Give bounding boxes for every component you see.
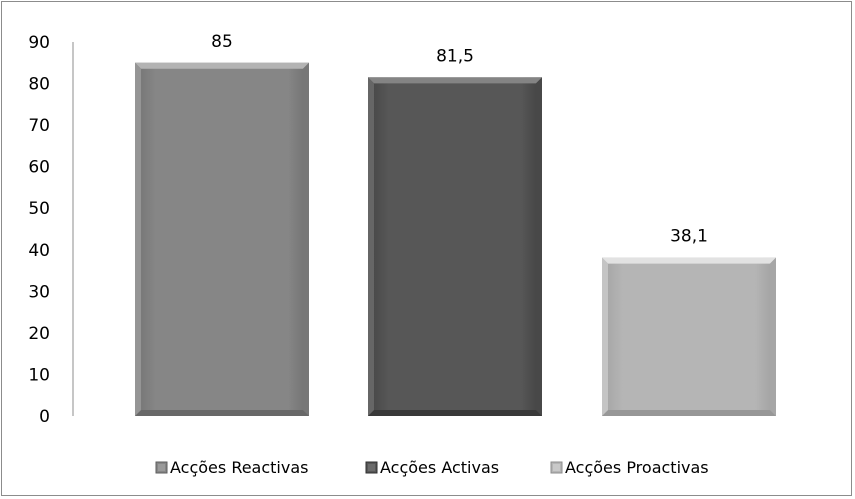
legend-label: Acções Reactivas	[170, 458, 308, 477]
bar-bevel-left	[135, 62, 141, 417]
legend: Acções Reactivas Acções Activas Acções Pro…	[155, 458, 709, 477]
bar-bevel-top	[368, 77, 542, 84]
bar-bevel-right	[536, 77, 542, 417]
data-labels: 85 81,5 38,1	[211, 32, 708, 247]
y-tick-label: 20	[28, 324, 50, 344]
y-tick-label: 80	[28, 75, 50, 95]
bar-bevel-bottom	[135, 410, 309, 416]
y-tick-label: 0	[39, 407, 50, 427]
legend-swatch-inner	[158, 464, 165, 471]
bar-2	[368, 77, 542, 417]
data-label: 81,5	[436, 46, 474, 66]
data-label: 38,1	[670, 227, 708, 247]
y-tick-label: 90	[28, 33, 50, 53]
bar-bevel-bottom	[602, 410, 776, 416]
bar-1	[135, 62, 309, 417]
y-axis-ticks: 0 10 20 30 40 50 60 70 80 90	[28, 33, 50, 427]
y-tick-label: 40	[28, 241, 50, 261]
bar-bevel-bottom	[368, 410, 542, 416]
bar-bevel-right	[770, 257, 776, 416]
legend-item: Acções Activas	[365, 458, 499, 477]
bar-bevel-left	[368, 77, 374, 417]
bar-body	[368, 77, 542, 417]
bar-body	[602, 257, 776, 416]
bars	[135, 62, 776, 417]
bar-bevel-top	[135, 62, 309, 69]
bar-body	[135, 62, 309, 417]
legend-swatch-inner	[368, 464, 375, 471]
y-tick-label: 10	[28, 365, 50, 385]
legend-item: Acções Reactivas	[155, 458, 308, 477]
bar-bevel-top	[602, 257, 776, 264]
legend-label: Acções Proactivas	[565, 458, 709, 477]
legend-label: Acções Activas	[380, 458, 499, 477]
y-tick-label: 70	[28, 116, 50, 136]
legend-swatch-inner	[553, 464, 560, 471]
data-label: 85	[211, 32, 233, 52]
legend-item: Acções Proactivas	[550, 458, 709, 477]
y-tick-label: 50	[28, 199, 50, 219]
bar-bevel-right	[303, 62, 309, 417]
y-tick-label: 60	[28, 158, 50, 178]
bar-bevel-left	[602, 257, 608, 416]
bar-3	[602, 257, 776, 416]
y-tick-label: 30	[28, 282, 50, 302]
